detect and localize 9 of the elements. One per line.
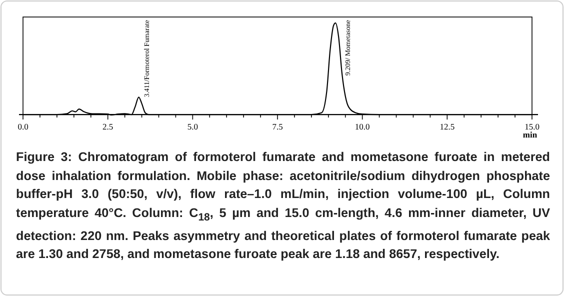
x-tick-label: 12.5	[440, 122, 455, 132]
x-tick-label: 0.0	[18, 122, 28, 132]
x-tick-label: 7.5	[272, 122, 283, 132]
x-axis-title: min	[522, 130, 538, 140]
x-tick-label: 10.0	[354, 122, 370, 132]
text: Figure 3: Chromatogram of formoterol fumarate and mometasone furoate in metered dose inhalation formulation. Mobile phase: acetonitrile/sodium dihydrogen phosphate buffer-pH 3.0 (50:50, v/v), flow rate–1.0 mL/min, injection volume-100 µL, Column temperature 40°C. Column: C$_{18}$, 5 µm and 15.0 cm-length, 4.6 mm-inner diameter, UV detection: 220 nm. Peaks asymmetry and theoretical plates of formoterol fumarate peak are 1.30 and 2758, and mometasone furoate peak are 1.18 and 8657, respectively.	[16, 150, 550, 262]
x-tick-label: 15.0	[524, 122, 540, 132]
x-tick-label: 2.5	[102, 122, 114, 132]
x-tick-label: 5.0	[187, 122, 198, 132]
